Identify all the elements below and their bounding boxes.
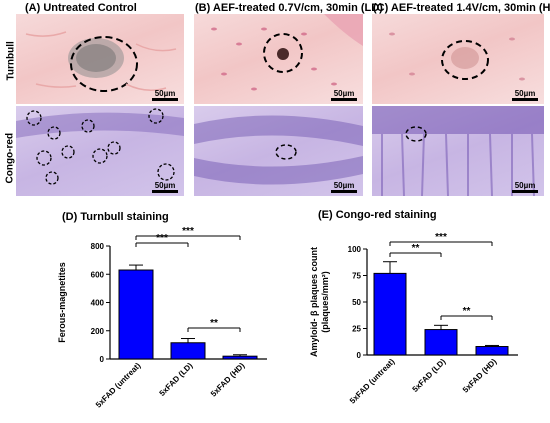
y-axis-label: Ferous-magnetites <box>57 262 67 343</box>
scale-bar: 50µm <box>512 89 538 101</box>
bar <box>170 342 206 360</box>
category-label: 5xFAD (HD) <box>209 361 247 399</box>
micrograph-a-congo-red: 50µm <box>16 106 184 196</box>
panel-c-title: (C) AEF-treated 1.4V/cm, 30min (HD) <box>373 2 550 14</box>
bar <box>475 346 509 356</box>
chart-d-turnbull: 0 200 400 600 800 Ferous-magnetites 5xFAD (unt… <box>57 226 267 410</box>
micrograph-b-turnbull: 50µm <box>194 14 363 104</box>
y-tick-label: 600 <box>91 270 105 279</box>
bar <box>373 272 407 356</box>
chart-d-title: (D) Turnbull staining <box>62 211 169 223</box>
micrograph-a-turnbull: 50µm <box>16 14 184 104</box>
micrograph-c-turnbull: 50µm <box>372 14 544 104</box>
y-tick-label: 800 <box>91 242 105 251</box>
micrograph-b-congo-red: 50µm <box>194 106 363 196</box>
significance-label: *** <box>182 226 194 237</box>
y-tick-label: 400 <box>91 299 105 308</box>
micrograph-c-congo-red-art <box>372 106 544 196</box>
scale-bar: 50µm <box>331 89 357 101</box>
panel-b-title: (B) AEF-treated 0.7V/cm, 30min (LD) <box>195 2 383 14</box>
category-label: 5xFAD (untreat) <box>348 357 397 406</box>
category-label: 5xFAD (untreat) <box>94 361 143 410</box>
y-tick-label: 50 <box>352 298 361 307</box>
bar <box>222 355 258 360</box>
scale-bar: 50µm <box>152 181 178 193</box>
micrograph-a-turnbull-art <box>25 31 177 92</box>
chart-e-congo-red: 0 25 50 75 100 Amyloid- β plaques count (plaqu… <box>309 232 518 406</box>
significance-label: ** <box>463 306 471 317</box>
y-tick-label: 200 <box>91 327 105 336</box>
significance-label: ** <box>210 318 218 329</box>
category-label: 5xFAD (LD) <box>158 361 195 398</box>
micrograph-a-congo-red-art <box>16 108 184 185</box>
category-label: 5xFAD (HD) <box>461 357 499 395</box>
significance-label: *** <box>435 232 447 243</box>
scale-bar: 50µm <box>512 181 538 193</box>
y-tick-label: 75 <box>352 272 361 281</box>
y-tick-label: 0 <box>100 355 105 364</box>
significance-label: ** <box>412 243 420 254</box>
scale-bar: 50µm <box>331 181 357 193</box>
micrograph-b-congo-red-art <box>194 115 363 185</box>
micrograph-b-turnbull-art <box>211 14 363 91</box>
significance-label: *** <box>156 233 168 244</box>
y-tick-label: 0 <box>357 351 362 360</box>
micrograph-c-turnbull-art <box>389 32 525 81</box>
y-axis-label-unit: (plaques/mm²) <box>320 271 330 333</box>
y-tick-label: 25 <box>352 325 361 334</box>
bar <box>118 269 154 360</box>
micrograph-c-congo-red: 50µm <box>372 106 544 196</box>
scale-bar: 50µm <box>152 89 178 101</box>
category-label: 5xFAD (LD) <box>411 357 448 394</box>
chart-e-title: (E) Congo-red staining <box>318 209 437 221</box>
panel-a-title: (A) Untreated Control <box>25 2 137 14</box>
bar <box>424 329 458 356</box>
y-tick-label: 100 <box>348 245 362 254</box>
y-axis-label: Amyloid- β plaques count <box>309 247 319 357</box>
